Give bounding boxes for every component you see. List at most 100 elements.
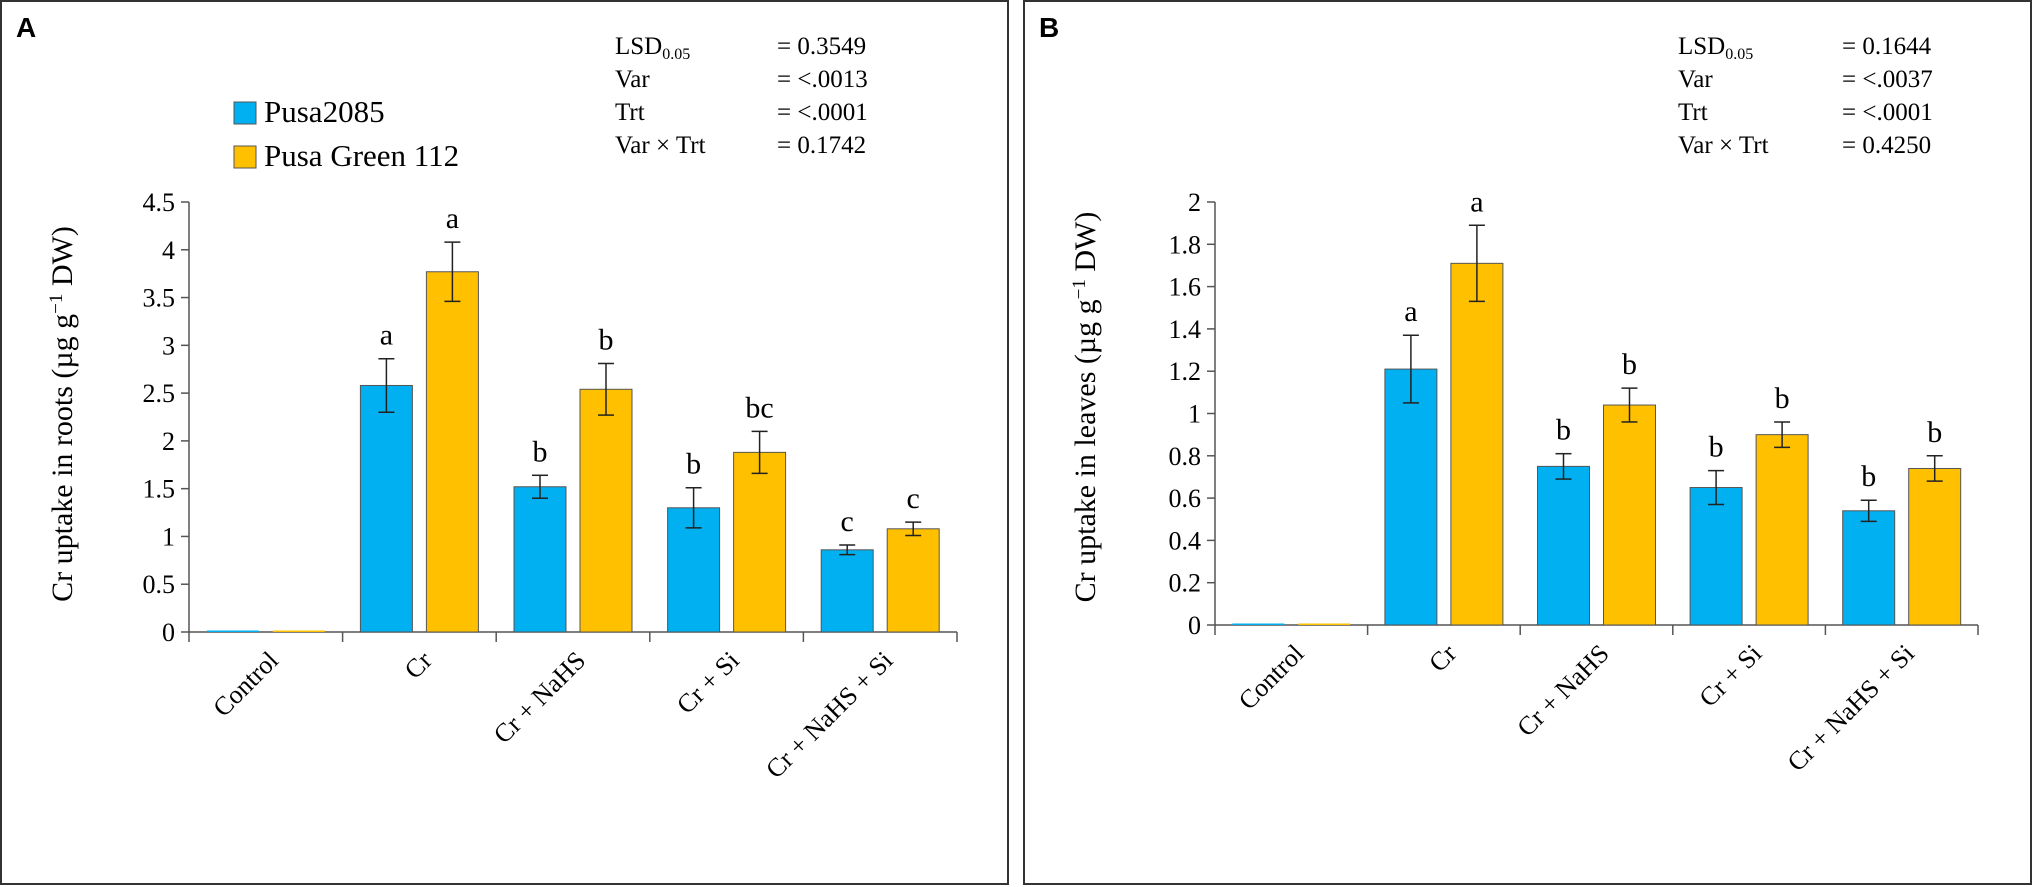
a-significance-letter: a — [446, 202, 459, 235]
a-stat-value: = <.0001 — [777, 99, 868, 126]
b-bar-pusa-green-112 — [1908, 467, 1962, 626]
b-significance-letter: a — [1404, 295, 1417, 328]
a-bar-pusa-green-112 — [425, 271, 479, 633]
b-category-label: Cr + Si — [1694, 639, 1768, 713]
b-ytick-label: 1.2 — [1169, 357, 1202, 386]
a-ytick-label: 1 — [162, 522, 175, 551]
a-ytick-label: 3.5 — [143, 284, 176, 313]
a-bar-pusa-green-112 — [733, 451, 787, 633]
b-significance-letter: b — [1556, 414, 1571, 447]
a-bar-pusa-green-112 — [579, 388, 633, 633]
b-stat-label-text: LSD — [1678, 33, 1725, 60]
a-significance-letter: b — [533, 435, 548, 468]
a-legend-label-pusa2085: Pusa2085 — [264, 94, 385, 129]
a-y-axis-label-main: Cr uptake in roots (µg g — [46, 314, 79, 602]
a-bar-pusa-green-112 — [886, 528, 940, 633]
b-y-axis-label-tail: DW) — [1069, 212, 1102, 279]
a-ytick-label: 4 — [162, 236, 175, 265]
b-stat-label-text: Var — [1678, 66, 1713, 93]
b-bar-pusa-green-112 — [1450, 262, 1504, 626]
a-ytick-label: 0.5 — [143, 570, 176, 599]
a-category-label: Cr + NaHS + Si — [760, 646, 898, 784]
b-stat-label: Trt — [1678, 99, 1708, 126]
a-bar-pusa2085 — [820, 549, 874, 633]
b-y-axis-label-sup: −1 — [1069, 279, 1090, 299]
b-stat-label: Var — [1678, 66, 1713, 93]
a-y-axis-label: Cr uptake in roots (µg g−1 DW) — [46, 226, 80, 602]
a-significance-letter: b — [599, 323, 614, 356]
panel-b-letter: B — [1039, 12, 1060, 43]
a-bar-pusa2085 — [206, 630, 259, 632]
a-bar-pusa-green-112 — [272, 630, 325, 632]
b-bar-pusa2085 — [1842, 510, 1896, 626]
a-significance-letter: c — [907, 482, 920, 515]
b-y-axis-label: Cr uptake in leaves (µg g−1 DW) — [1069, 212, 1103, 603]
b-stat-label: LSD0.05 — [1678, 33, 1753, 63]
a-ytick-label: 0 — [162, 618, 175, 647]
b-ytick-label: 1.8 — [1169, 230, 1202, 259]
b-bar-pusa-green-112 — [1298, 623, 1351, 625]
a-stat-label: Var × Trt — [615, 132, 706, 159]
b-bar-pusa2085 — [1537, 465, 1590, 626]
a-category-label: Cr + Si — [671, 646, 745, 720]
chart-a-roots: 0 0.5 1 1.5 2 2.5 3 3.5 4 4.5 Control Cr Cr + NaHS Cr… — [46, 33, 958, 784]
a-stat-label-text: LSD — [615, 33, 662, 60]
a-significance-letter: bc — [745, 391, 773, 424]
a-legend-label-pusa-green-112: Pusa Green 112 — [264, 138, 459, 173]
a-ytick-label: 2.5 — [143, 379, 176, 408]
a-significance-letter: a — [380, 319, 393, 352]
a-stat-label-text: Trt — [615, 99, 645, 126]
b-stat-value: = <.0037 — [1842, 66, 1933, 93]
b-bar-pusa2085 — [1384, 368, 1438, 626]
b-ytick-label: 0.2 — [1169, 569, 1202, 598]
a-ytick-label: 3 — [162, 331, 175, 360]
a-stat-value: = 0.3549 — [777, 33, 866, 60]
a-ytick-label: 2 — [162, 427, 175, 456]
a-stat-label-sub: 0.05 — [662, 46, 690, 63]
b-stat-label-text: Var × Trt — [1678, 132, 1769, 159]
a-stat-value: = <.0013 — [777, 66, 868, 93]
a-stat-label: Var — [615, 66, 650, 93]
b-significance-letter: b — [1927, 416, 1942, 449]
b-ytick-label: 1.4 — [1169, 315, 1202, 344]
b-significance-letter: b — [1861, 460, 1876, 493]
panel-b: B 0 0.2 0.4 0.6 0.8 1 1.2 1.4 1.6 1.8 2 Control Cr Cr… — [1023, 0, 2032, 885]
a-significance-letter: b — [686, 448, 701, 481]
a-stat-label-text: Var × Trt — [615, 132, 706, 159]
b-significance-letter: b — [1775, 382, 1790, 415]
b-stat-value: = 0.1644 — [1842, 33, 1932, 60]
b-ytick-label: 0.4 — [1169, 526, 1202, 555]
b-significance-letter: b — [1622, 348, 1637, 381]
chart-b-leaves: 0 0.2 0.4 0.6 0.8 1 1.2 1.4 1.6 1.8 2 Control Cr Cr +… — [1069, 33, 1979, 777]
a-ytick-label: 1.5 — [143, 475, 176, 504]
panel-a: A 0 0.5 1 1.5 2 2.5 3 3.5 4 4.5 Control Cr Cr + NaHS… — [0, 0, 1009, 885]
b-bar-pusa2085 — [1689, 487, 1743, 626]
b-y-axis-label-main: Cr uptake in leaves (µg g — [1069, 299, 1102, 602]
b-ytick-label: 0 — [1188, 611, 1201, 640]
a-y-axis-label-tail: DW) — [46, 226, 79, 293]
b-ytick-label: 2 — [1188, 188, 1201, 217]
b-ytick-label: 1 — [1188, 400, 1201, 429]
a-category-label: Cr + NaHS — [488, 646, 591, 749]
a-bar-pusa2085 — [359, 384, 413, 633]
a-stat-value: = 0.1742 — [777, 132, 866, 159]
a-ytick-label: 4.5 — [143, 188, 176, 217]
b-stat-value: = 0.4250 — [1842, 132, 1931, 159]
b-bar-pusa-green-112 — [1755, 434, 1809, 626]
a-stat-label: LSD0.05 — [615, 33, 690, 63]
b-ytick-label: 1.6 — [1169, 273, 1202, 302]
a-category-label: Cr — [399, 645, 438, 684]
b-stat-value: = <.0001 — [1842, 99, 1933, 126]
panel-a-letter: A — [16, 12, 37, 43]
b-significance-letter: a — [1470, 185, 1483, 218]
a-stat-label: Trt — [615, 99, 645, 126]
b-stat-label-text: Trt — [1678, 99, 1708, 126]
b-ytick-label: 0.6 — [1169, 484, 1202, 513]
b-ytick-label: 0.8 — [1169, 442, 1202, 471]
b-bar-pusa2085 — [1232, 623, 1285, 625]
b-category-label: Cr — [1423, 638, 1462, 677]
a-stat-label-text: Var — [615, 66, 650, 93]
b-stat-label: Var × Trt — [1678, 132, 1769, 159]
b-category-label: Control — [1233, 639, 1310, 716]
b-bar-pusa-green-112 — [1603, 404, 1656, 626]
